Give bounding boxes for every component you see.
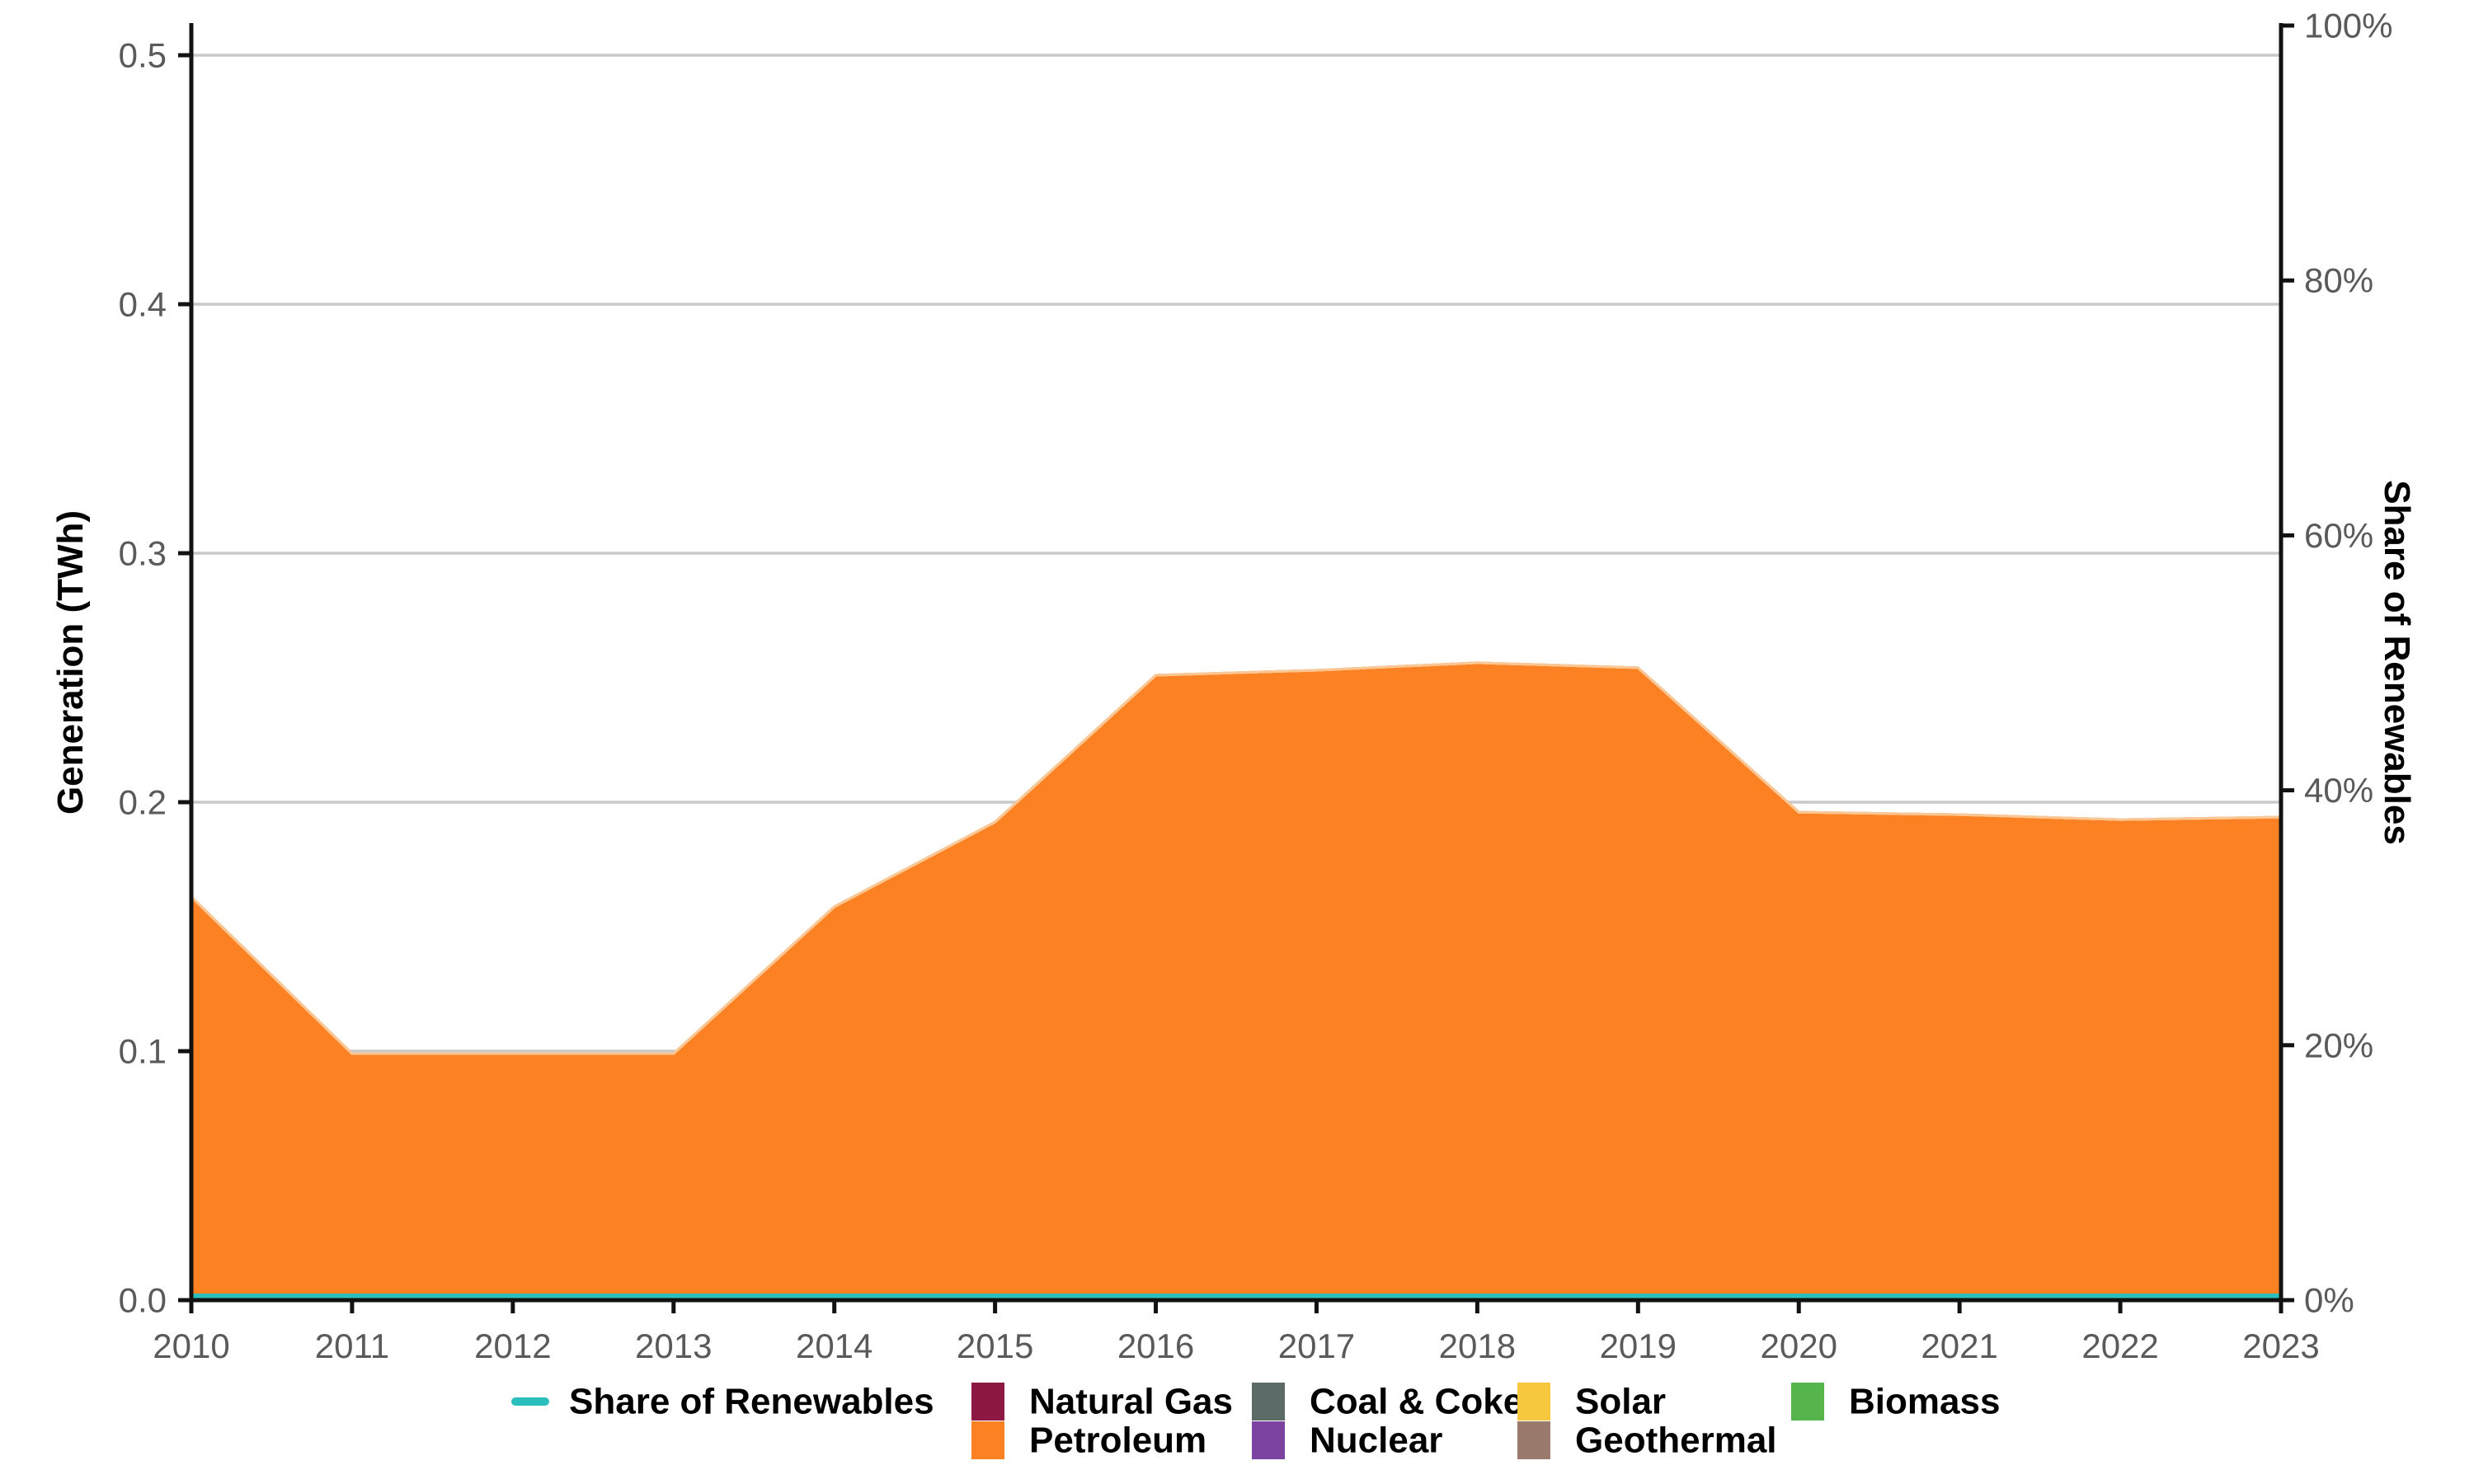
right-tick-label: 80% [2304,261,2373,300]
legend-label-nuclear: Nuclear [1310,1421,1442,1461]
x-tick-label: 2015 [957,1327,1033,1365]
left-axis-title: Generation (TWh) [50,510,91,815]
legend-label-solar: Solar [1575,1382,1666,1422]
tick-labels-layer: 0.0 0.1 0.2 0.3 0.4 0.5 0% 20% 40% 60% 80% 100% 2010… [119,7,2393,1366]
axis-titles-layer: Generation (TWh) Share of Renewables [50,480,2417,845]
legend: Share of Renewables Natural Gas Coal & Cok… [511,1382,2000,1461]
legend-item-nuclear[interactable]: Nuclear [1252,1421,1442,1461]
legend-item-geothermal[interactable]: Geothermal [1517,1421,1777,1461]
x-tick-label: 2017 [1278,1327,1355,1365]
x-tick-label: 2018 [1439,1327,1516,1365]
legend-label-geothermal: Geothermal [1575,1421,1777,1461]
legend-swatch-natural-gas [971,1383,1004,1421]
left-tick-label: 0.5 [119,36,167,75]
x-tick-label: 2021 [1921,1327,1997,1365]
right-tick-label: 100% [2304,7,2392,45]
legend-item-coal-coke[interactable]: Coal & Coke [1252,1382,1523,1422]
x-tick-label: 2016 [1117,1327,1194,1365]
legend-label-petroleum: Petroleum [1029,1421,1206,1461]
petroleum-area [191,662,2281,1300]
legend-item-solar[interactable]: Solar [1517,1382,1666,1422]
x-tick-label: 2023 [2242,1327,2319,1365]
x-tick-label: 2014 [796,1327,872,1365]
area-top-edge [190,661,2282,1055]
legend-swatch-biomass [1791,1383,1824,1421]
x-tick-label: 2010 [153,1327,229,1365]
left-tick-label: 0.2 [119,783,167,822]
x-tick-label: 2019 [1600,1327,1677,1365]
legend-item-share-of-renewables[interactable]: Share of Renewables [511,1382,934,1422]
axes-layer [178,23,2294,1313]
legend-item-biomass[interactable]: Biomass [1791,1382,2000,1422]
x-tick-label: 2013 [635,1327,712,1365]
legend-item-natural-gas[interactable]: Natural Gas [971,1382,1233,1422]
left-tick-label: 0.3 [119,534,167,573]
left-tick-label: 0.4 [119,285,167,324]
x-tick-label: 2022 [2081,1327,2158,1365]
legend-label-coal-coke: Coal & Coke [1310,1382,1523,1422]
right-tick-label: 0% [2304,1281,2354,1320]
x-tick-label: 2011 [315,1327,389,1365]
legend-label-biomass: Biomass [1849,1382,2000,1422]
left-tick-label: 0.0 [119,1281,167,1320]
legend-swatch-petroleum [971,1421,1004,1459]
right-tick-label: 40% [2304,771,2373,810]
legend-label-natural-gas: Natural Gas [1029,1382,1233,1422]
legend-swatch-nuclear [1252,1421,1285,1459]
x-tick-label: 2012 [474,1327,551,1365]
legend-line-share-of-renewables [511,1397,549,1406]
x-tick-label: 2020 [1761,1327,1837,1365]
legend-label-share-of-renewables: Share of Renewables [569,1382,934,1422]
right-axis-title: Share of Renewables [2377,480,2417,845]
right-tick-label: 20% [2304,1026,2373,1064]
legend-item-petroleum[interactable]: Petroleum [971,1421,1206,1461]
right-tick-label: 60% [2304,516,2373,555]
legend-swatch-coal-coke [1252,1383,1285,1421]
legend-swatch-solar [1517,1383,1550,1421]
left-tick-label: 0.1 [119,1032,167,1071]
area-series-layer [190,661,2282,1300]
legend-swatch-geothermal [1517,1421,1550,1459]
